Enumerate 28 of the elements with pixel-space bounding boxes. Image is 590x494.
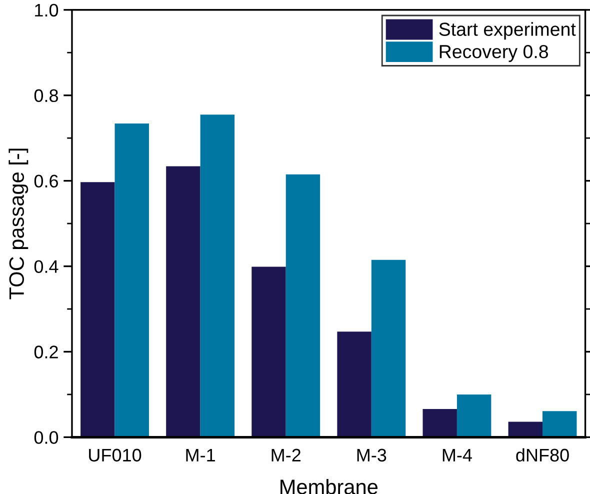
y-tick-label: 0.2 <box>34 346 58 358</box>
bar <box>508 422 543 438</box>
legend-label: Start experiment <box>439 22 576 40</box>
bar <box>456 394 492 438</box>
x-axis-title: Membrane <box>280 479 378 494</box>
y-tick-label: 0.6 <box>34 174 58 188</box>
y-tick-label: 0.4 <box>34 260 58 273</box>
x-tick-label: M-3 <box>357 448 386 462</box>
x-tick-label: M-2 <box>272 448 300 462</box>
legend-label: Recovery 0.8 <box>440 44 548 62</box>
x-tick-label: UF010 <box>89 448 142 462</box>
bar <box>286 174 320 438</box>
bar <box>114 124 149 438</box>
y-tick-label: 0.8 <box>34 89 58 102</box>
y-tick-label: 1.0 <box>35 4 58 17</box>
bar <box>371 260 406 438</box>
bar <box>422 408 457 438</box>
x-tick-label: M-4 <box>442 448 472 462</box>
bar <box>166 166 200 438</box>
x-tick-label: M-1 <box>186 448 215 462</box>
bar <box>337 332 372 438</box>
bar <box>252 266 286 438</box>
y-tick-label: 0.0 <box>34 431 58 444</box>
x-tick-label: dNF80 <box>516 448 569 462</box>
y-axis-title: TOC passage [-] <box>8 148 28 300</box>
bar <box>542 411 577 438</box>
bar <box>200 114 235 438</box>
bar <box>80 182 115 438</box>
